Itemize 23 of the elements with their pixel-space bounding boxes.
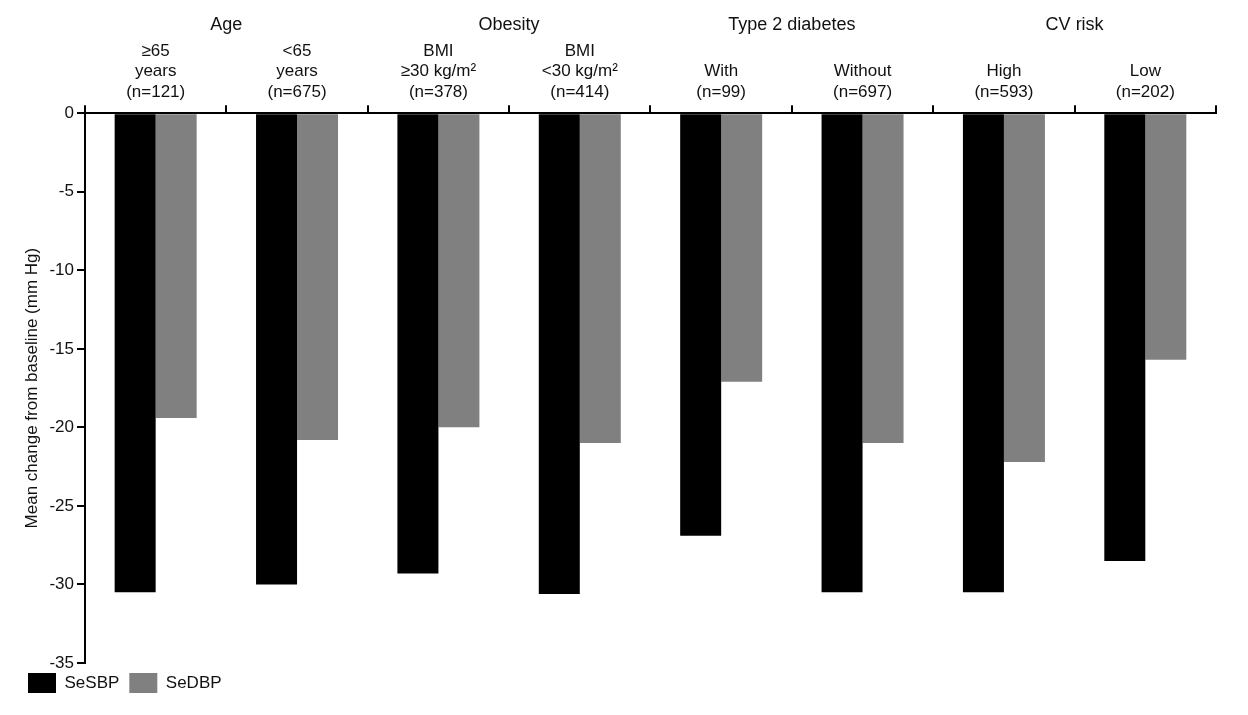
x-tick-label: With (n=99) (696, 61, 746, 101)
y-tick-label: -15 (49, 338, 74, 358)
y-tick-label: -35 (49, 652, 74, 672)
y-tick-label: -30 (49, 574, 74, 594)
x-tick-label: <65 years (n=675) (267, 40, 327, 101)
y-tick-label: -5 (58, 181, 74, 201)
x-tick-label: High (n=593) (974, 61, 1034, 101)
text: CV risk (1045, 13, 1105, 34)
x-tick-label: Without (n=697) (833, 61, 893, 101)
x-tick-label: Low (n=202) (1115, 61, 1175, 101)
y-tick-label: -10 (49, 259, 74, 279)
y-axis-title: Mean change from baseline (mm Hg) (21, 247, 41, 529)
text: Obesity (478, 13, 540, 34)
y-tick-label: -25 (49, 495, 74, 515)
x-tick-label: BMI <30 kg/m² (n=414) (541, 40, 619, 101)
y-tick-label: 0 (64, 102, 74, 122)
x-tick-label: BMI ≥30 kg/m² (n=378) (400, 40, 477, 101)
legend-label: SeDBP (165, 672, 222, 692)
y-tick-label: -20 (49, 417, 74, 437)
legend-label: SeSBP (64, 672, 120, 692)
x-tick-label: ≥65 years (n=121) (126, 40, 186, 101)
text: Age (210, 13, 243, 34)
text: Type 2 diabetes (728, 13, 856, 34)
